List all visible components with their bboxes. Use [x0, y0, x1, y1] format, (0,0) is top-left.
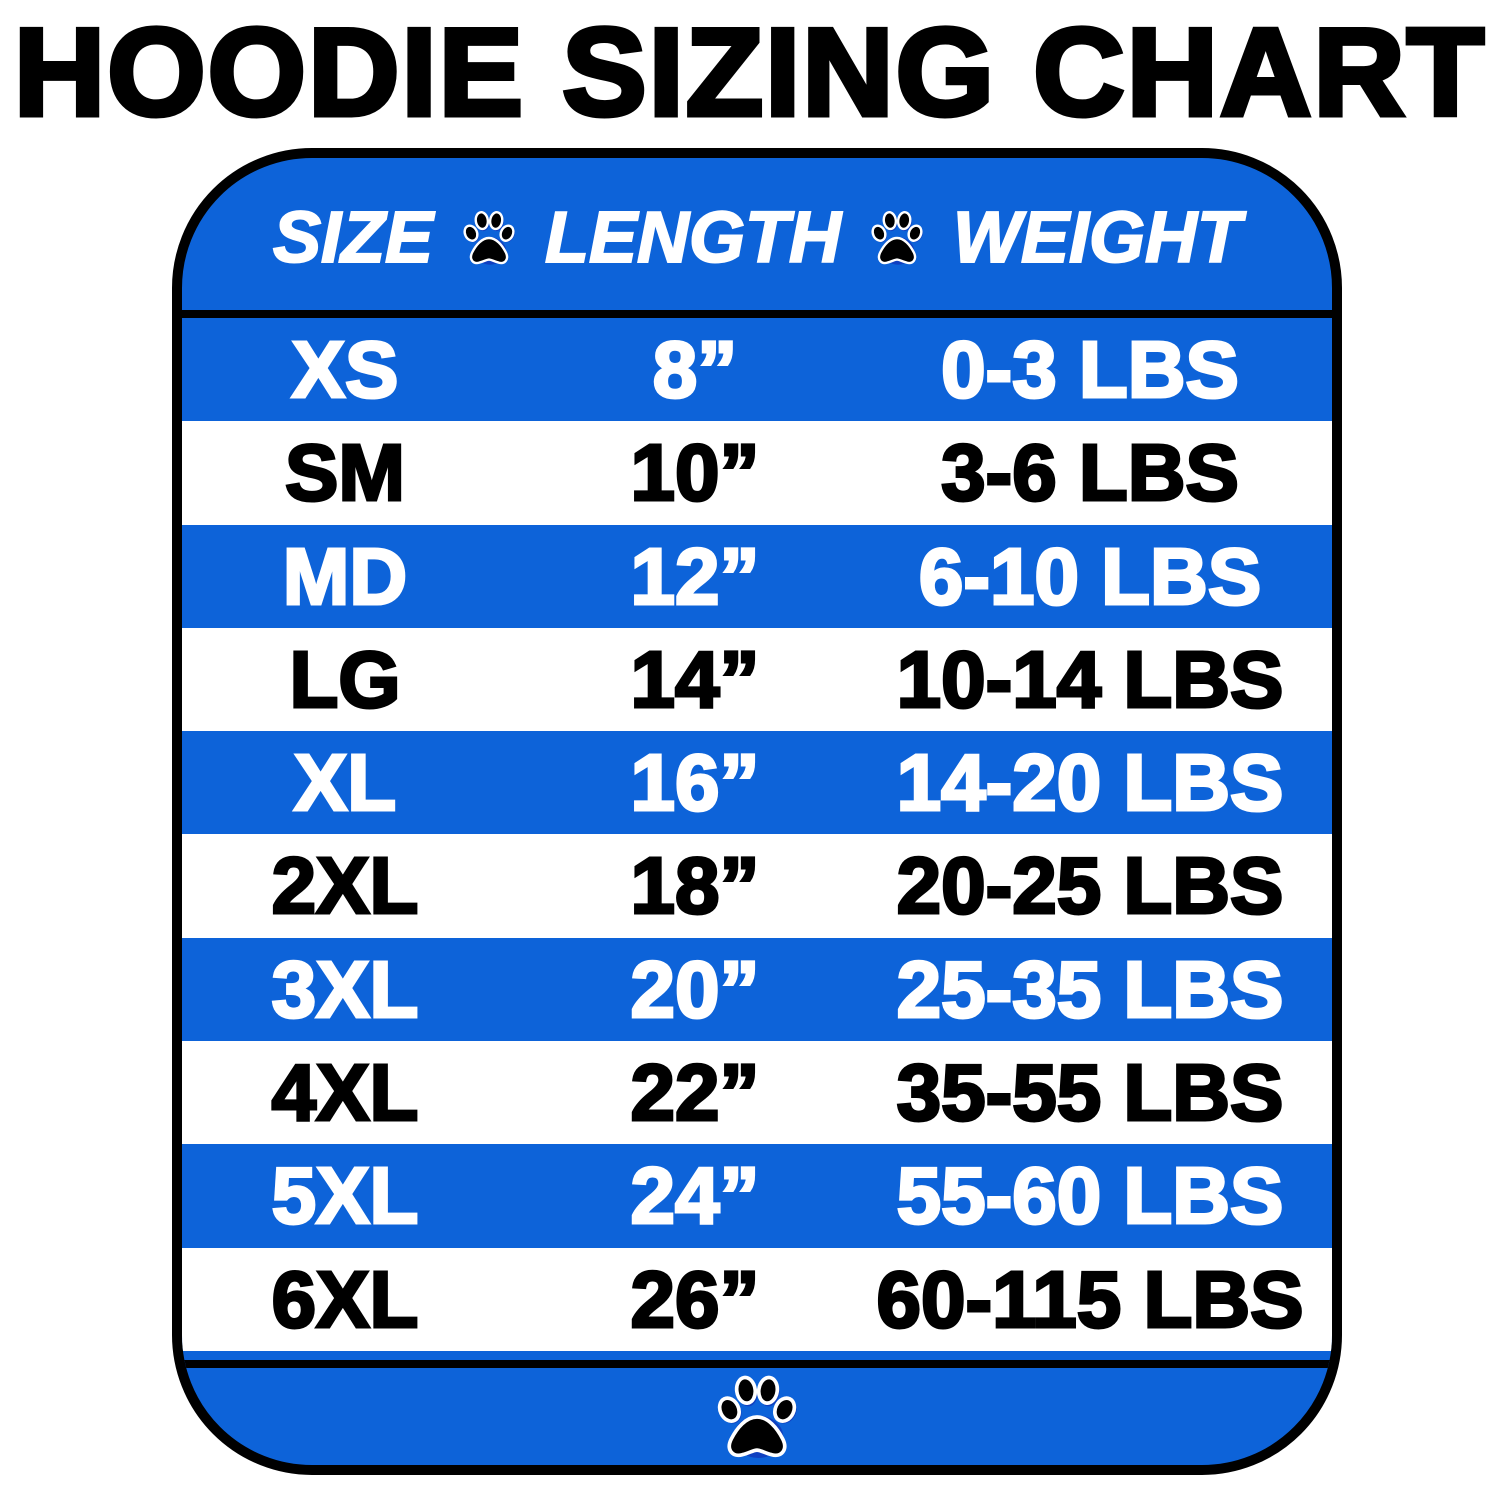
length-cell: 14” — [629, 633, 761, 725]
weight-cell: 0-3 LBS — [940, 324, 1241, 416]
table-row: XS 8” 0-3 LBS — [182, 318, 1332, 422]
weight-cell: 35-55 LBS — [895, 1047, 1285, 1139]
table-row: MD 12” 6-10 LBS — [182, 524, 1332, 628]
size-cell: 2XL — [270, 840, 420, 932]
table-row: 4XL 22” 35-55 LBS — [182, 1041, 1332, 1145]
size-cell: 5XL — [270, 1150, 420, 1242]
header-length: LENGTH — [544, 197, 842, 279]
length-cell: 24” — [629, 1150, 761, 1242]
weight-cell: 25-35 LBS — [895, 943, 1285, 1035]
weight-cell: 10-14 LBS — [895, 633, 1285, 725]
length-cell: 16” — [629, 737, 761, 829]
length-cell: 26” — [629, 1253, 761, 1345]
table-row: 2XL 18” 20-25 LBS — [182, 834, 1332, 938]
divider — [182, 310, 1332, 318]
length-cell: 12” — [629, 530, 761, 622]
sizing-table: SIZE LENGTH WEIGHT XS 8” 0-3 LBS SM 10” 3-6 L… — [172, 148, 1342, 1475]
size-cell: SM — [284, 427, 407, 519]
page-title: HOODIE SIZING CHART — [11, 4, 1487, 142]
size-cell: 4XL — [270, 1047, 420, 1139]
length-cell: 20” — [629, 943, 761, 1035]
header-size: SIZE — [272, 197, 434, 279]
header-weight: WEIGHT — [952, 197, 1242, 279]
length-cell: 10” — [629, 427, 761, 519]
table-row: 5XL 24” 55-60 LBS — [182, 1144, 1332, 1248]
weight-cell: 55-60 LBS — [895, 1150, 1285, 1242]
table-footer — [182, 1368, 1332, 1465]
size-cell: XS — [290, 324, 400, 416]
size-cell: 3XL — [270, 943, 420, 1035]
size-cell: 6XL — [270, 1253, 420, 1345]
table-row: 6XL 26” 60-115 LBS — [182, 1247, 1332, 1351]
paw-print-icon — [869, 210, 927, 266]
size-cell: XL — [292, 737, 397, 829]
paw-print-icon — [461, 210, 519, 266]
weight-cell: 20-25 LBS — [895, 840, 1285, 932]
length-cell: 18” — [629, 840, 761, 932]
table-row: 3XL 20” 25-35 LBS — [182, 937, 1332, 1042]
table-body: XS 8” 0-3 LBS SM 10” 3-6 LBS MD 12” 6-10 LBS LG 14… — [182, 318, 1332, 1351]
length-cell: 22” — [629, 1047, 761, 1139]
weight-cell: 3-6 LBS — [940, 427, 1241, 519]
table-header: SIZE LENGTH WEIGHT — [182, 158, 1332, 310]
size-cell: MD — [281, 530, 408, 622]
length-cell: 8” — [651, 324, 739, 416]
table-row: SM 10” 3-6 LBS — [182, 421, 1332, 525]
weight-cell: 6-10 LBS — [917, 530, 1262, 622]
paw-print-icon — [714, 1373, 803, 1460]
weight-cell: 60-115 LBS — [875, 1253, 1305, 1345]
divider — [182, 1360, 1332, 1368]
table-row: LG 14” 10-14 LBS — [182, 627, 1332, 732]
size-cell: LG — [288, 633, 402, 725]
weight-cell: 14-20 LBS — [895, 737, 1285, 829]
table-row: XL 16” 14-20 LBS — [182, 731, 1332, 835]
